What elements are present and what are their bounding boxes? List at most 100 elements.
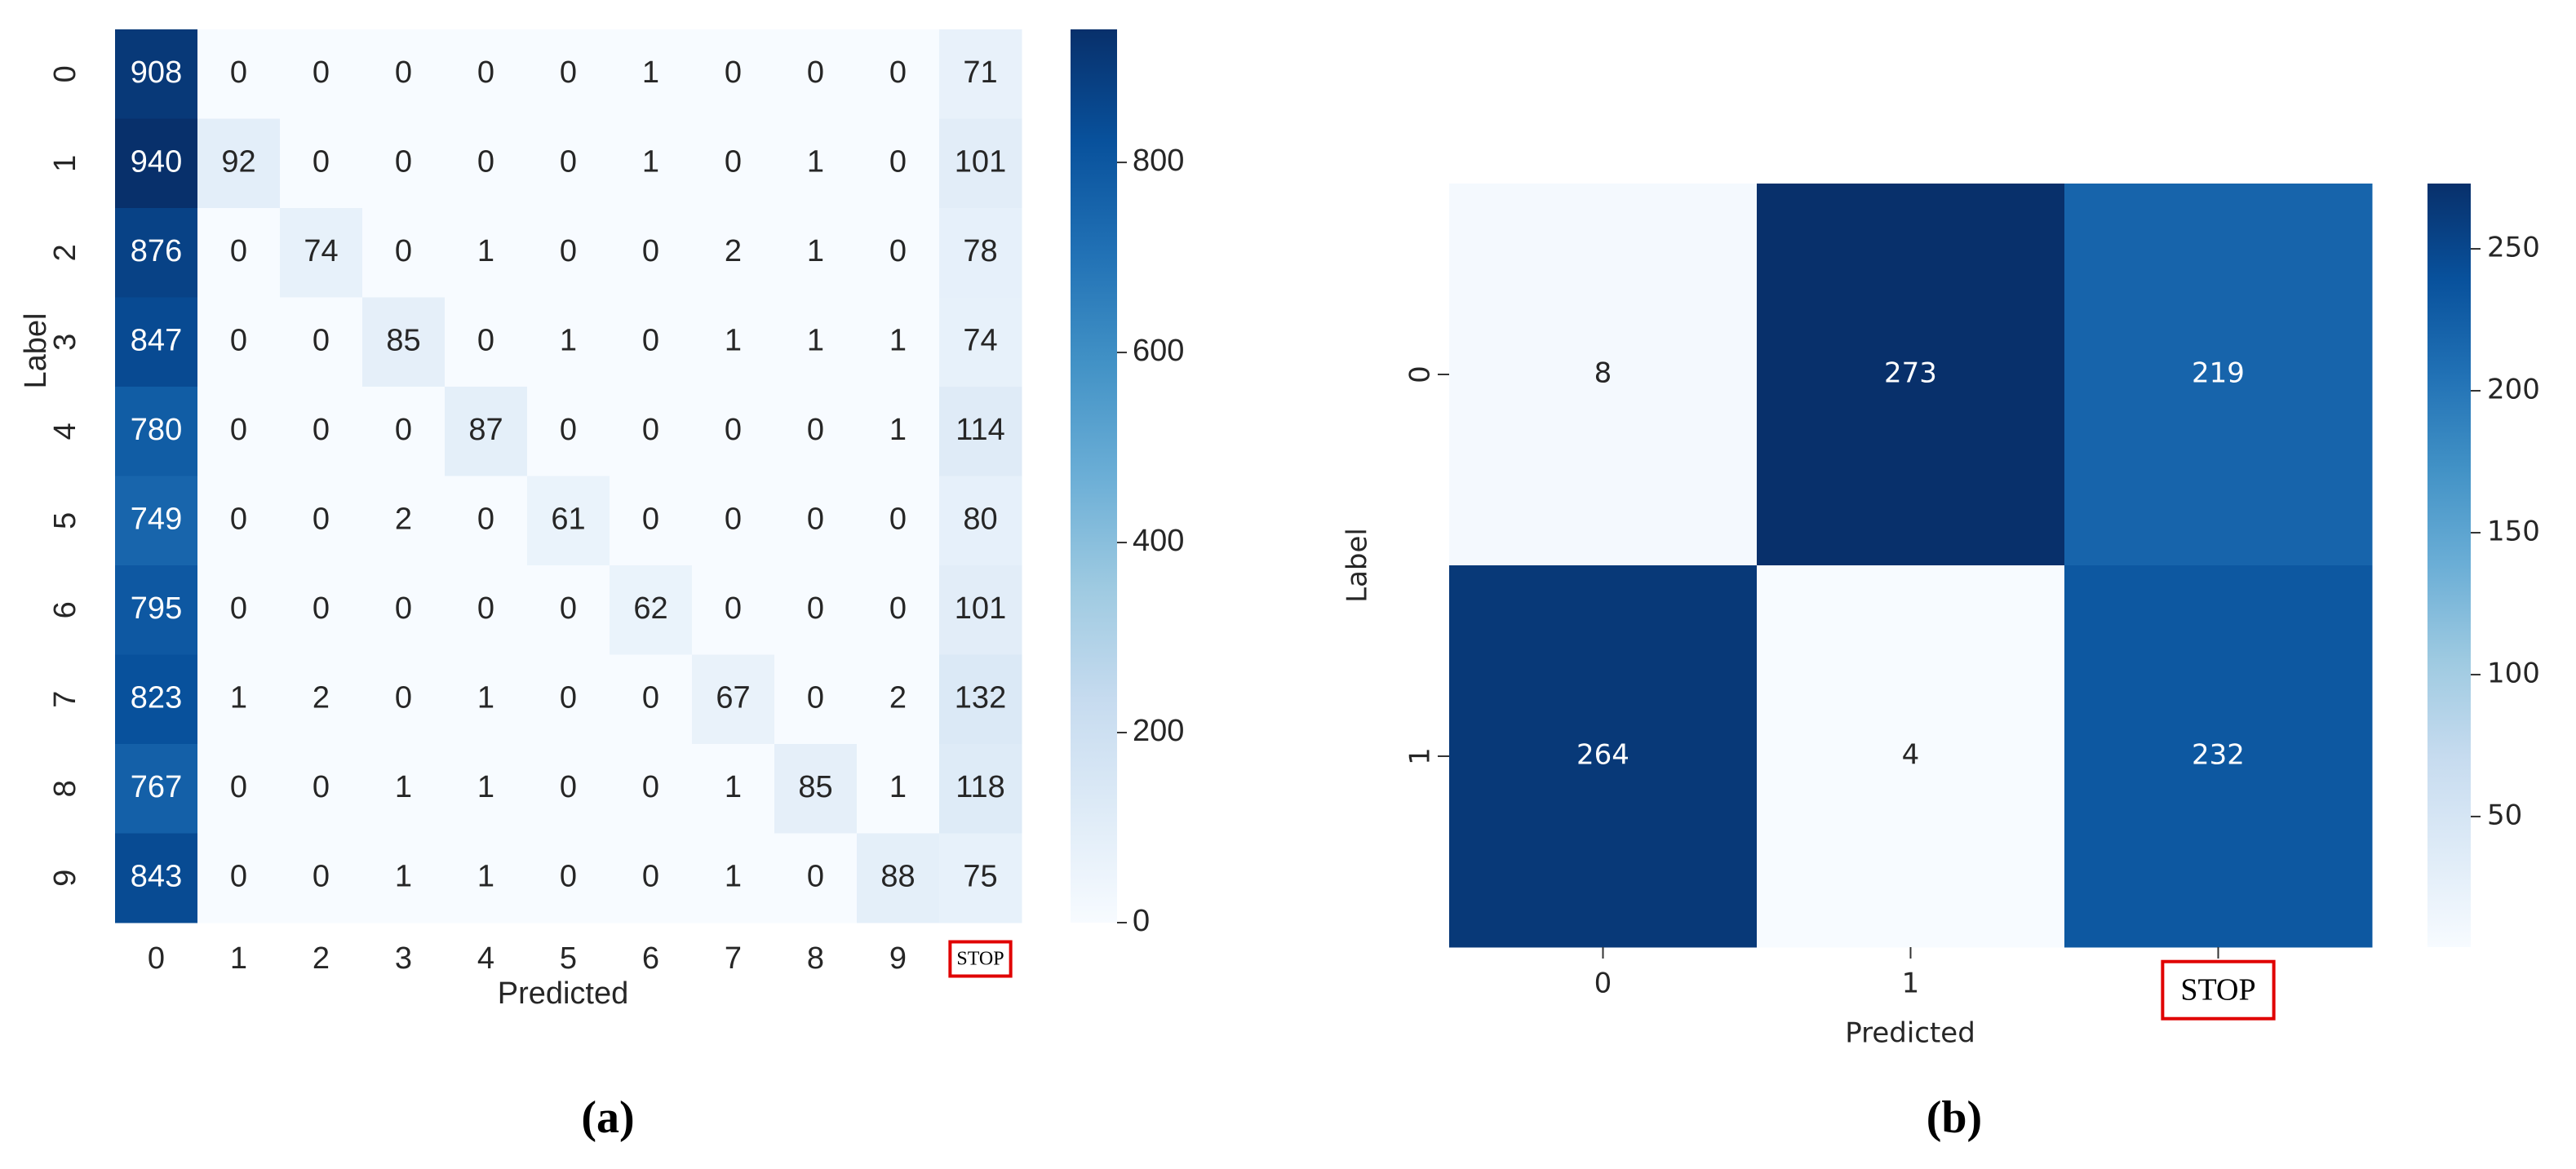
x-tick-label: 1 [1902, 968, 1920, 1000]
cell-label: 0 [313, 323, 330, 357]
y-tick-label: 1 [48, 155, 82, 172]
cell [692, 476, 775, 566]
cell [610, 476, 693, 566]
cell-label: 0 [477, 144, 494, 179]
cell-label: 0 [395, 144, 412, 179]
cell [692, 744, 775, 834]
cell-label: 1 [807, 323, 824, 357]
cell-label: 0 [807, 591, 824, 626]
cell-label: 1 [725, 770, 742, 804]
cell-label: 0 [395, 55, 412, 90]
cell-label: 232 [2192, 739, 2245, 772]
x-tick-label: 9 [889, 941, 907, 976]
colorbar [2427, 184, 2471, 947]
cell-label: 0 [807, 55, 824, 90]
cell [610, 565, 693, 655]
cell [527, 297, 610, 387]
cell-label: 2 [395, 502, 412, 536]
cell-label: 908 [131, 55, 182, 90]
cell [2064, 184, 2373, 566]
heatmap: 8 273 219 264 4 232 0 1 0 1 STOP Predicted Label 50 10… [1341, 184, 2540, 1050]
y-tick-label: 5 [48, 512, 82, 529]
cell-label: 2 [725, 234, 742, 268]
cell [115, 654, 198, 745]
cell [774, 833, 858, 923]
cell [857, 833, 940, 923]
cell [939, 208, 1022, 298]
cell-label: 75 [963, 859, 997, 893]
cell [362, 476, 446, 566]
cell-label: 1 [560, 323, 577, 357]
cell-label: 823 [131, 680, 182, 715]
cell-label: 780 [131, 413, 182, 447]
cell-label: 1 [725, 323, 742, 357]
cell [197, 387, 281, 476]
colorbar-tick-label: 0 [1133, 904, 1150, 938]
cell-label: 0 [560, 591, 577, 626]
cell [445, 654, 528, 745]
cell-label: 0 [560, 680, 577, 715]
cell-label: 273 [1884, 357, 1937, 390]
cell [939, 387, 1022, 476]
cell-label: 71 [963, 55, 997, 90]
cell [774, 297, 858, 387]
cell-label: 0 [313, 859, 330, 893]
cell [362, 118, 446, 209]
cell [115, 208, 198, 298]
x-tick-label: STOP [2180, 973, 2255, 1007]
cell-label: 847 [131, 323, 182, 357]
cell-label: 0 [395, 234, 412, 268]
cell [610, 654, 693, 745]
cell-label: 0 [230, 55, 247, 90]
cell [280, 744, 363, 834]
cell [115, 565, 198, 655]
cell-label: 4 [1902, 739, 1920, 772]
cell [527, 744, 610, 834]
cell [115, 297, 198, 387]
cell-label: 74 [963, 323, 997, 357]
y-tick-label: 9 [48, 870, 82, 887]
cell [280, 118, 363, 209]
cell-label: 0 [313, 144, 330, 179]
cell-label: 767 [131, 770, 182, 804]
x-tick-label: 0 [148, 941, 165, 976]
y-tick-label: 4 [48, 423, 82, 440]
cell [445, 476, 528, 566]
cell [115, 387, 198, 476]
y-tick-label: 3 [48, 334, 82, 351]
cell [527, 387, 610, 476]
cell [280, 297, 363, 387]
cell [197, 833, 281, 923]
cell [197, 565, 281, 655]
cell [362, 744, 446, 834]
cell [774, 118, 858, 209]
cell [939, 654, 1022, 745]
cell-label: 61 [551, 502, 585, 536]
cell-label: 0 [560, 859, 577, 893]
cell-label: 92 [221, 144, 255, 179]
cell [939, 297, 1022, 387]
cell-label: 118 [955, 770, 1005, 804]
cell-label: 0 [230, 770, 247, 804]
cell-label: 749 [131, 502, 182, 536]
cell [857, 297, 940, 387]
cell-label: 0 [642, 413, 659, 447]
cell [362, 654, 446, 745]
cell-label: 0 [889, 144, 907, 179]
y-tick-label: 0 [48, 65, 82, 82]
cell [115, 744, 198, 834]
colorbar-tick-label: 600 [1133, 334, 1184, 368]
cell-label: 0 [642, 770, 659, 804]
cell [857, 565, 940, 655]
cell [857, 29, 940, 119]
cell [115, 833, 198, 923]
colorbar-tick-label: 100 [2487, 657, 2540, 689]
cell-label: 0 [395, 680, 412, 715]
cell [527, 476, 610, 566]
x-tick-label: 4 [477, 941, 494, 976]
cell-label: 0 [642, 859, 659, 893]
cell-label: 0 [477, 55, 494, 90]
cell-label: 0 [807, 502, 824, 536]
cell [115, 118, 198, 209]
